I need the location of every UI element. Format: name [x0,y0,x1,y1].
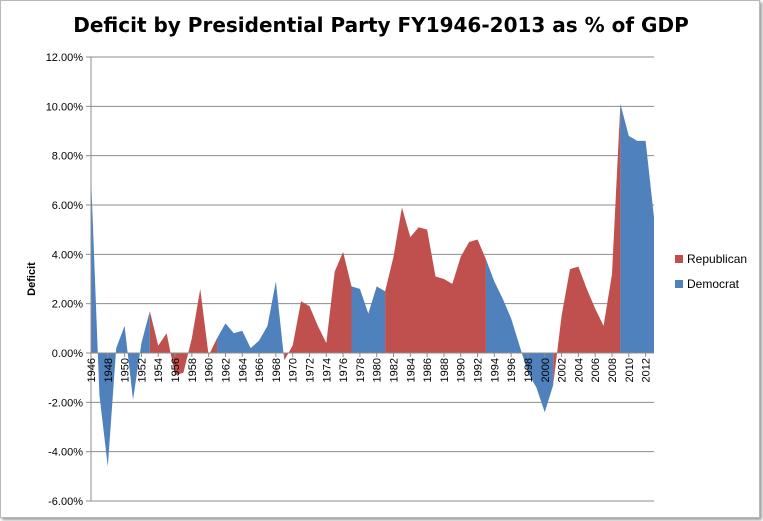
y-tick-labels: -6.00% -4.00% -2.00% 0.00% 2.00% 4.00% 6.00% 8.… [46,52,84,508]
x-tick-label: 2004 [573,358,585,382]
x-tick-label: 1960 [204,358,216,382]
legend-swatch-republican [675,255,683,263]
x-tick-label: 1964 [237,358,249,382]
y-axis-label: Deficit [26,262,38,296]
x-tick-label: 1988 [439,358,451,382]
y-tick-label: 8.00% [52,151,83,163]
x-tick-label: 1994 [489,358,501,382]
x-tick-label: 1950 [120,358,132,382]
x-tick-label: 1982 [389,358,401,382]
x-tick-label: 1948 [103,358,115,382]
y-tick-label: 4.00% [52,249,83,261]
x-tick-label: 1992 [473,358,485,382]
y-tick-label: 0.00% [52,348,83,360]
x-tick-label: 1958 [187,358,199,382]
x-tick-label: 1980 [372,358,384,382]
x-tick-label: 2010 [624,358,636,382]
x-tick-labels: 1946 1948 1950 1952 1954 1956 1958 1960 1962 1964… [86,358,653,382]
x-tick-label: 1952 [136,358,148,382]
y-tick-label: 12.00% [46,52,84,64]
y-tick-label: -4.00% [48,447,83,459]
plot-areas [91,103,654,467]
gridlines [91,56,654,502]
y-tick-label: -6.00% [48,496,83,508]
x-tick-label: 1984 [405,358,417,382]
x-tick-label: 1956 [170,358,182,382]
x-tick-label: 2000 [540,358,552,382]
x-tick-label: 1970 [288,358,300,382]
x-tick-label: 1954 [153,358,165,382]
legend: Republican Democrat [675,252,747,291]
x-tick-label: 1990 [456,358,468,382]
y-tick-label: 6.00% [52,200,83,212]
x-tick-label: 1974 [321,358,333,382]
legend-label-republican: Republican [687,252,747,266]
x-tick-label: 2008 [607,358,619,382]
x-tick-label: 1986 [422,358,434,382]
x-tick-label: 1968 [271,358,283,382]
x-tick-label: 2002 [557,358,569,382]
y-tick-label: -2.00% [48,397,83,409]
x-tick-label: 1998 [523,358,535,382]
x-tick-label: 1978 [355,358,367,382]
x-tick-label: 1976 [338,358,350,382]
y-tick-label: 2.00% [52,299,83,311]
chart-title: Deficit by Presidential Party FY1946-201… [73,13,689,37]
legend-label-democrat: Democrat [687,277,740,291]
x-tick-label: 1972 [304,358,316,382]
x-tick-label: 1962 [220,358,232,382]
x-tick-label: 1966 [254,358,266,382]
x-tick-label: 1946 [86,358,98,382]
x-tick-label: 2012 [641,358,653,382]
y-tick-label: 10.00% [46,101,84,113]
axes [86,56,654,502]
x-tick-label: 2006 [590,358,602,382]
legend-swatch-democrat [675,280,683,288]
x-tick-label: 1996 [506,358,518,382]
